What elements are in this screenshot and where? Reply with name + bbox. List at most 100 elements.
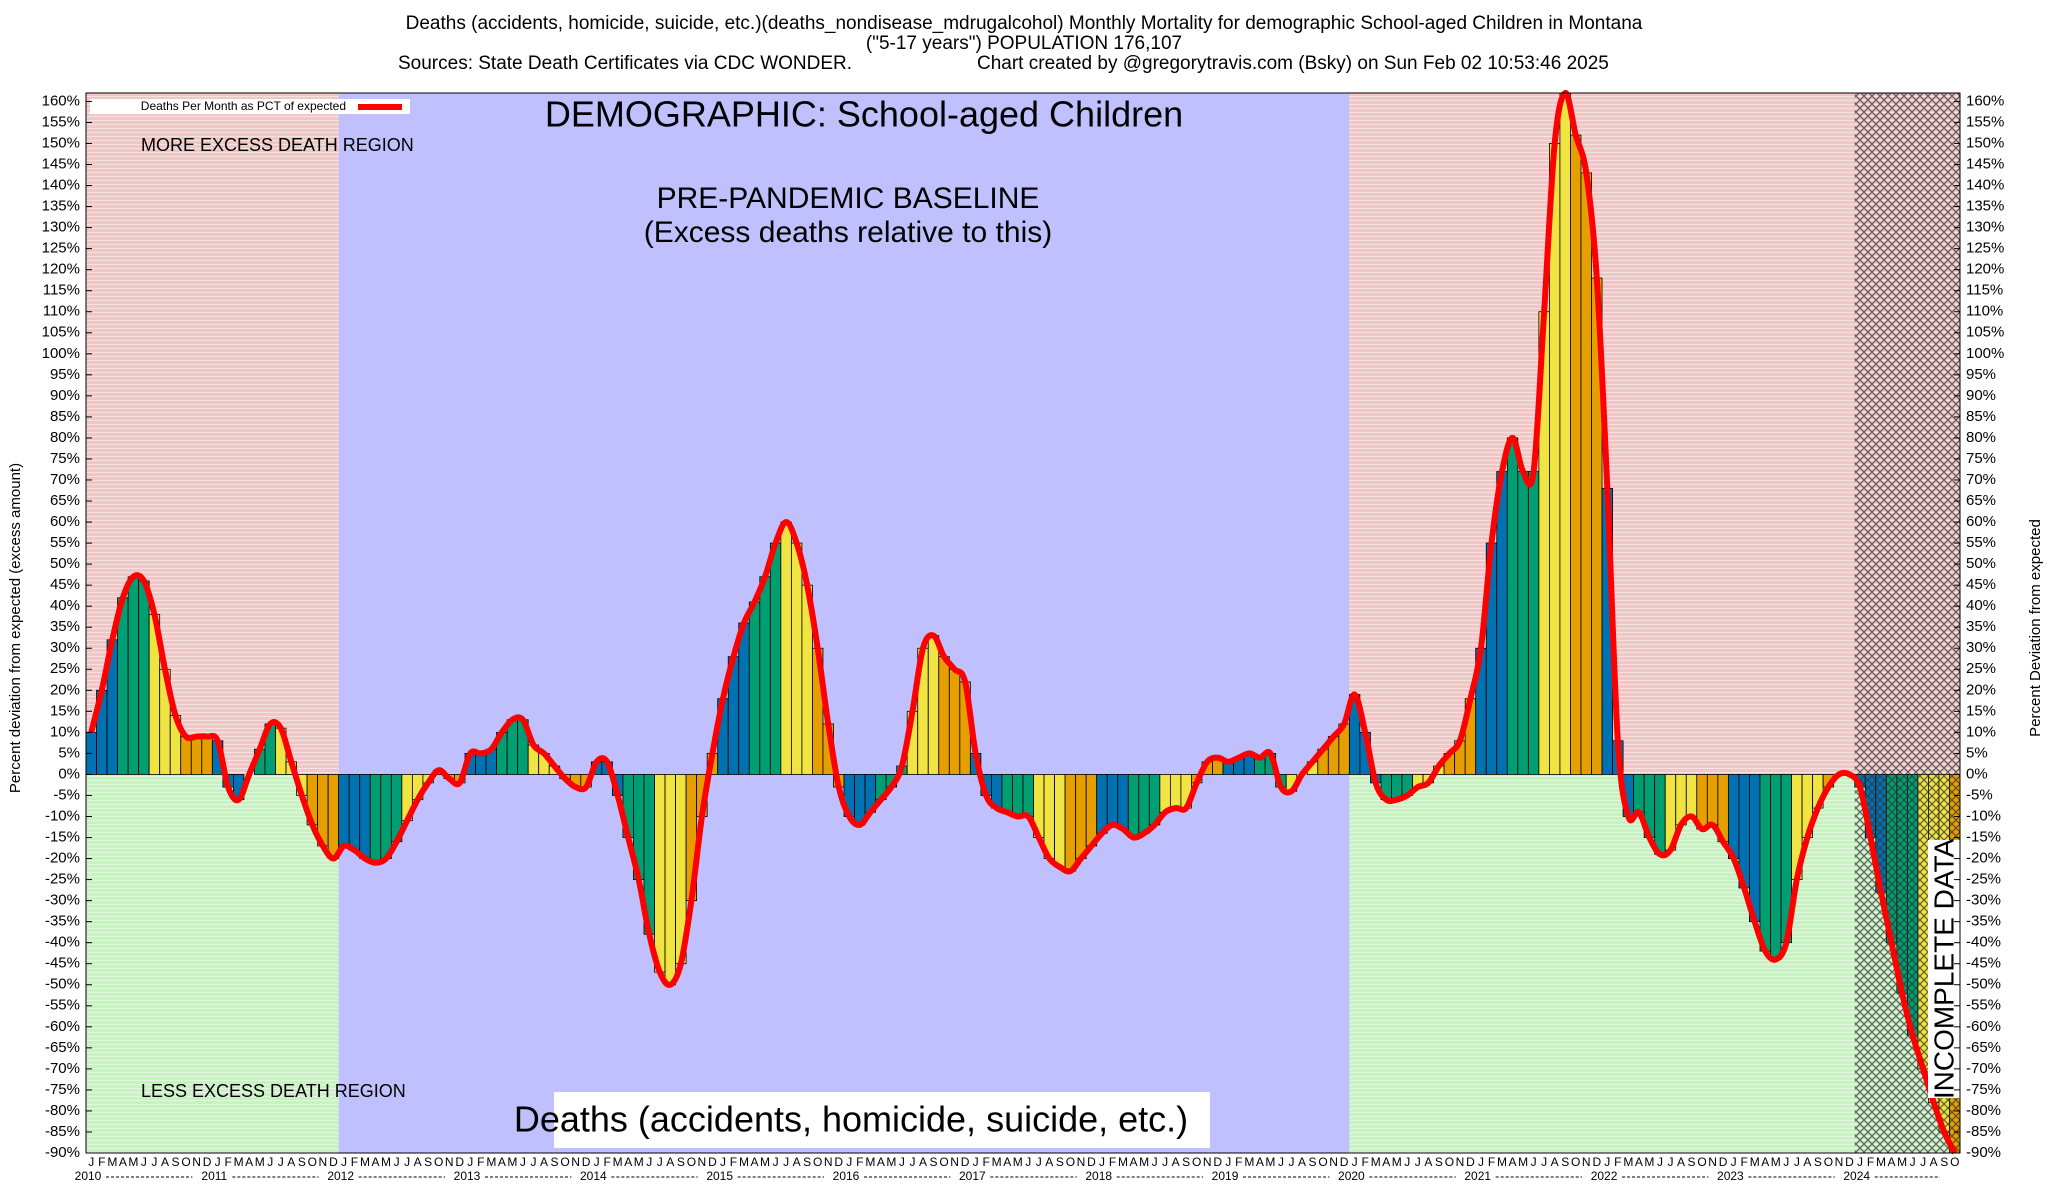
bar [1054, 774, 1066, 868]
x-tick-label: F [856, 1155, 863, 1169]
x-tick-label: A [245, 1155, 253, 1169]
x-tick-label: M [1897, 1155, 1907, 1169]
x-tick-label: A [161, 1155, 169, 1169]
year-label: 2020 [1338, 1169, 1365, 1183]
x-tick-label: J [899, 1155, 905, 1169]
x-tick-label: O [1697, 1155, 1706, 1169]
x-tick-label: J [1531, 1155, 1537, 1169]
x-tick-label: M [1244, 1155, 1254, 1169]
x-tick-label: N [1708, 1155, 1717, 1169]
y2-tick-label: 15% [1966, 702, 1996, 719]
y-tick-label: 60% [50, 513, 80, 530]
y2-tick-label: -60% [1966, 1018, 2001, 1035]
bar [327, 774, 340, 859]
x-tick-label: S [1561, 1155, 1569, 1169]
x-tick-label: A [1635, 1155, 1643, 1169]
x-tick-label: N [319, 1155, 328, 1169]
y-tick-label: 70% [50, 471, 80, 488]
y2-tick-label: 160% [1966, 92, 2004, 109]
legend-box [90, 99, 410, 114]
x-tick-label: J [1783, 1155, 1789, 1169]
bar [938, 656, 950, 775]
bar [127, 576, 140, 775]
y-tick-label: 105% [42, 324, 80, 341]
year-label: 2014 [580, 1169, 607, 1183]
y-tick-label: 115% [43, 282, 80, 299]
x-tick-label: A [1172, 1155, 1180, 1169]
x-tick-label: J [1910, 1155, 1916, 1169]
x-tick-label: N [1456, 1155, 1465, 1169]
x-tick-label: N [1835, 1155, 1844, 1169]
overlay: DEMOGRAPHIC: School-aged Children PRE-PAN… [88, 89, 1962, 1155]
x-tick-label: O [1571, 1155, 1580, 1169]
x-tick-label: M [1876, 1155, 1886, 1169]
bar [138, 580, 150, 775]
y-axis-label: Percent deviation from expected (excess … [7, 463, 24, 793]
y2-tick-label: 140% [1966, 177, 2004, 194]
x-tick-label: M [1518, 1155, 1528, 1169]
x-tick-label: S [677, 1155, 685, 1169]
bar [1559, 92, 1571, 775]
x-tick-label: S [803, 1155, 811, 1169]
y-tick-label: -70% [45, 1060, 80, 1077]
x-tick-label: J [530, 1155, 536, 1169]
bar [1085, 774, 1098, 847]
annotation: LESS EXCESS DEATH REGION [141, 1081, 406, 1101]
y2-tick-label: -75% [1966, 1081, 2001, 1098]
y2-tick-label: -55% [1966, 997, 2001, 1014]
x-tick-label: S [1814, 1155, 1822, 1169]
y2-tick-label: 80% [1966, 429, 1996, 446]
x-tick-label: O [434, 1155, 443, 1169]
bar [1159, 774, 1171, 813]
x-tick-label: J [1404, 1155, 1410, 1169]
year-label: 2011 [201, 1169, 227, 1183]
bar [1106, 774, 1119, 826]
x-tick-label: D [834, 1155, 843, 1169]
y2-tick-label: 95% [1966, 366, 1996, 383]
chart-title: Deaths (accidents, homicide, suicide, et… [406, 13, 1643, 34]
bar [1570, 134, 1582, 775]
y2-tick-label: 105% [1966, 324, 2004, 341]
bar [359, 774, 371, 859]
annotation: MORE EXCESS DEATH REGION [141, 135, 414, 155]
x-tick-label: A [751, 1155, 759, 1169]
year-label: 2024 [1843, 1169, 1870, 1183]
x-tick-label: J [846, 1155, 852, 1169]
x-tick-label: F [1614, 1155, 1621, 1169]
y-tick-label: -55% [45, 997, 80, 1014]
bar [348, 774, 361, 851]
x-tick-label: J [973, 1155, 979, 1169]
x-tick-label: A [666, 1155, 674, 1169]
bar [780, 521, 792, 775]
x-tick-label: J [404, 1155, 410, 1169]
x-tick-label: A [119, 1155, 127, 1169]
y-tick-label: 95% [50, 366, 80, 383]
x-tick-label: J [1225, 1155, 1231, 1169]
y2-tick-label: -85% [1966, 1123, 2001, 1140]
x-tick-label: S [298, 1155, 306, 1169]
y2-tick-label: 155% [1966, 113, 2004, 130]
y2-tick-label: -45% [1966, 955, 2001, 972]
x-tick-label: D [203, 1155, 212, 1169]
bar [1727, 774, 1740, 859]
x-tick-label: F [1361, 1155, 1368, 1169]
y2-tick-label: 120% [1966, 261, 2004, 278]
x-tick-label: J [783, 1155, 789, 1169]
y2-tick-label: -5% [1966, 786, 1993, 803]
y-tick-label: -85% [45, 1123, 80, 1140]
x-tick-label: N [698, 1155, 707, 1169]
y-tick-label: -15% [45, 828, 80, 845]
x-tick-label: O [1950, 1155, 1959, 1169]
x-tick-label: F [1867, 1155, 1874, 1169]
y2-tick-label: 30% [1966, 639, 1996, 656]
x-tick-label: M [739, 1155, 749, 1169]
bar [769, 542, 782, 775]
x-tick-label: J [1794, 1155, 1800, 1169]
x-tick-label: J [341, 1155, 347, 1169]
annotation-box [1928, 840, 1962, 1098]
x-tick-label: M [486, 1155, 496, 1169]
x-tick-label: J [1415, 1155, 1421, 1169]
x-tick-label: N [192, 1155, 201, 1169]
y2-tick-label: 25% [1966, 660, 1996, 677]
x-tick-label: S [1688, 1155, 1696, 1169]
